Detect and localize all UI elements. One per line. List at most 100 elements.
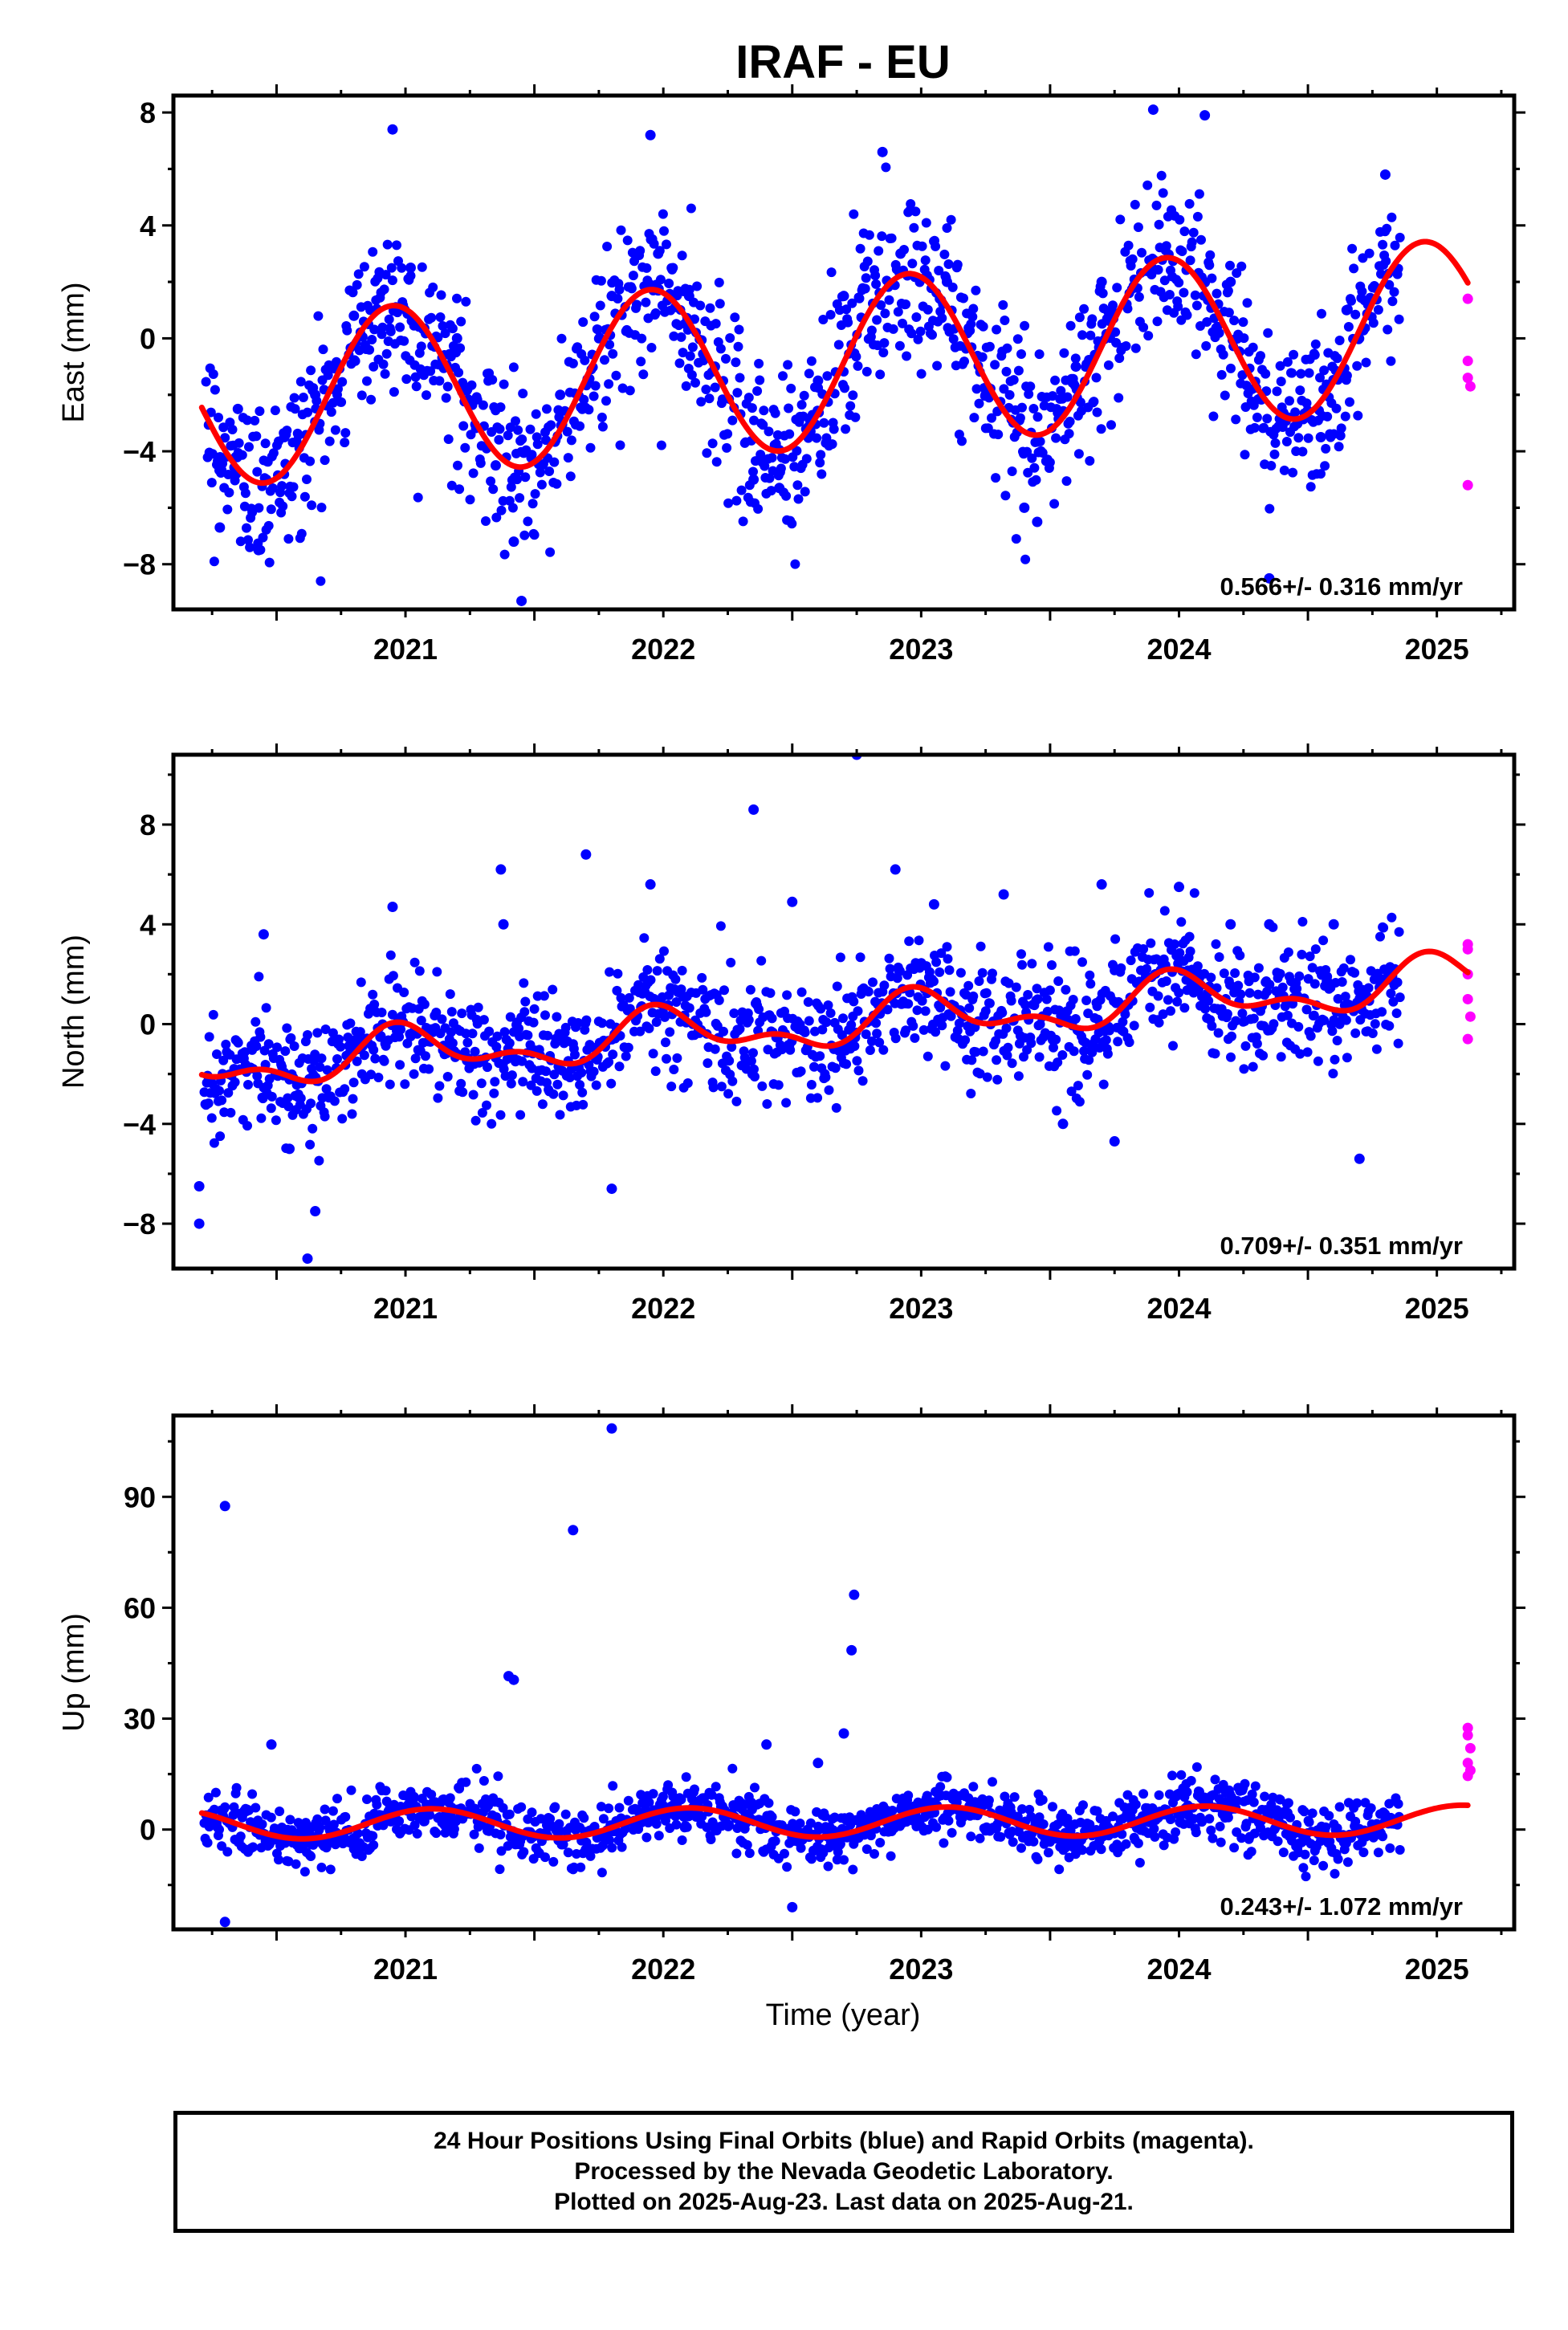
- final-point-north-1: [193, 1218, 205, 1229]
- plot-frame-east: [171, 93, 1517, 612]
- final-point-east-37: [1379, 169, 1391, 180]
- final-point-north-2: [258, 929, 269, 940]
- final-point-east-32: [1199, 110, 1211, 121]
- x-tick-label-east: 2022: [631, 633, 695, 666]
- x-tick-label-east: 2023: [889, 633, 953, 666]
- rapid-point-north-3: [1464, 1011, 1476, 1022]
- caption-line-2: Processed by the Nevada Geodetic Laborat…: [574, 2158, 1114, 2185]
- final-point-east-6: [348, 310, 360, 321]
- final-point-east-21: [813, 375, 824, 386]
- final-point-east-26: [980, 389, 992, 401]
- final-point-east-0: [214, 522, 226, 533]
- final-point-up-12: [813, 1758, 824, 1769]
- x-axis-label: Time (year): [766, 1998, 921, 2032]
- x-tick-label-east: 2024: [1146, 633, 1211, 666]
- final-point-north-23: [1264, 919, 1275, 930]
- final-point-east-13: [555, 389, 566, 401]
- model-curve-east: [198, 238, 1471, 487]
- plot-frame-up: [171, 1413, 1517, 1932]
- caption-line-1: 24 Hour Positions Using Final Orbits (bl…: [434, 2128, 1254, 2154]
- rapid-point-up-0: [1462, 1722, 1473, 1733]
- final-point-east-31: [1147, 104, 1159, 116]
- final-point-east-17: [683, 291, 694, 302]
- rapid-point-east-1: [1462, 356, 1473, 367]
- y-axis-label-east: East (mm): [57, 282, 91, 422]
- final-point-east-19: [748, 474, 760, 485]
- y-tick-label-north: −8: [123, 1208, 156, 1240]
- final-point-north-11: [645, 879, 656, 890]
- final-point-east-23: [877, 146, 888, 157]
- final-point-east-12: [516, 595, 527, 606]
- final-point-east-36: [1341, 304, 1352, 316]
- rate-annotation-east: 0.566+/- 0.316 mm/yr: [1220, 572, 1463, 601]
- final-point-up-11: [787, 1901, 798, 1912]
- final-point-up-10: [761, 1739, 772, 1750]
- chart-title: IRAF - EU: [735, 36, 950, 88]
- rapid-point-east-2: [1462, 373, 1473, 384]
- final-point-north-9: [580, 849, 592, 860]
- y-axis-label-north: North (mm): [57, 935, 91, 1089]
- rapid-point-north-2: [1462, 993, 1473, 1004]
- y-tick-label-east: −4: [123, 435, 156, 468]
- final-point-east-11: [508, 536, 519, 548]
- caption-box: 24 Hour Positions Using Final Orbits (bl…: [173, 2111, 1514, 2233]
- final-point-north-10: [606, 1183, 617, 1195]
- final-point-up-5: [568, 1525, 579, 1536]
- final-point-east-15: [645, 129, 656, 141]
- final-point-north-21: [1174, 882, 1184, 893]
- final-point-east-20: [774, 483, 785, 494]
- model-curve-north: [198, 948, 1471, 1085]
- y-tick-label-north: 4: [140, 908, 156, 941]
- final-point-north-12: [748, 804, 760, 815]
- rapid-point-up-5: [1462, 1770, 1473, 1782]
- final-point-east-16: [653, 248, 664, 259]
- y-axis-label-up: Up (mm): [57, 1613, 91, 1732]
- plot-frame-north: [171, 752, 1517, 1271]
- x-tick-label-up: 2023: [889, 1953, 953, 1986]
- final-point-east-8: [405, 263, 416, 274]
- y-tick-label-up: 0: [140, 1814, 156, 1847]
- final-point-up-4: [508, 1674, 519, 1685]
- rapid-point-north-5: [1462, 943, 1473, 955]
- panel-north: −8 −4 0 4 8 2021 2022 2023 2024 2025 North (mm) 0.7…: [57, 743, 1525, 1325]
- x-tick-label-north: 2021: [373, 1292, 438, 1325]
- final-point-north-16: [928, 898, 939, 910]
- x-tick-label-north: 2022: [631, 1292, 695, 1325]
- x-tick-label-north: 2025: [1405, 1292, 1469, 1325]
- final-point-north-8: [498, 919, 509, 930]
- x-tick-label-up: 2022: [631, 1953, 695, 1986]
- y-tick-label-north: −4: [123, 1108, 156, 1141]
- final-point-east-34: [1264, 572, 1275, 584]
- final-point-north-17: [998, 889, 1009, 900]
- final-point-east-25: [941, 276, 952, 287]
- final-point-east-27: [1019, 502, 1030, 513]
- x-tick-label-east: 2025: [1405, 633, 1469, 666]
- y-tick-label-east: 0: [140, 322, 156, 355]
- final-orbit-cloud: [201, 162, 1405, 586]
- final-point-up-2: [266, 1739, 277, 1750]
- rate-annotation-up: 0.243+/- 1.072 mm/yr: [1220, 1892, 1463, 1921]
- final-point-east-1: [232, 403, 243, 414]
- final-point-north-5: [310, 1206, 321, 1217]
- y-tick-label-east: 8: [140, 96, 156, 129]
- y-tick-label-up: 90: [124, 1481, 156, 1513]
- y-tick-label-up: 30: [124, 1703, 156, 1736]
- final-point-up-8: [846, 1644, 857, 1656]
- x-tick-label-north: 2023: [889, 1292, 953, 1325]
- final-point-east-4: [279, 431, 290, 442]
- x-tick-label-north: 2024: [1146, 1292, 1211, 1325]
- rapid-point-north-4: [1462, 1033, 1473, 1045]
- final-point-east-29: [1070, 361, 1081, 373]
- final-point-north-0: [193, 1180, 205, 1191]
- rapid-point-east-3: [1464, 381, 1476, 392]
- final-point-north-25: [1354, 1153, 1365, 1164]
- final-point-east-10: [490, 460, 501, 471]
- y-tick-label-north: 0: [140, 1008, 156, 1041]
- final-point-north-3: [284, 1143, 295, 1155]
- final-point-east-33: [1225, 276, 1236, 287]
- final-point-north-7: [495, 864, 507, 875]
- rapid-point-up-1: [1462, 1729, 1473, 1741]
- final-point-east-5: [310, 389, 321, 401]
- final-point-east-30: [1096, 276, 1107, 287]
